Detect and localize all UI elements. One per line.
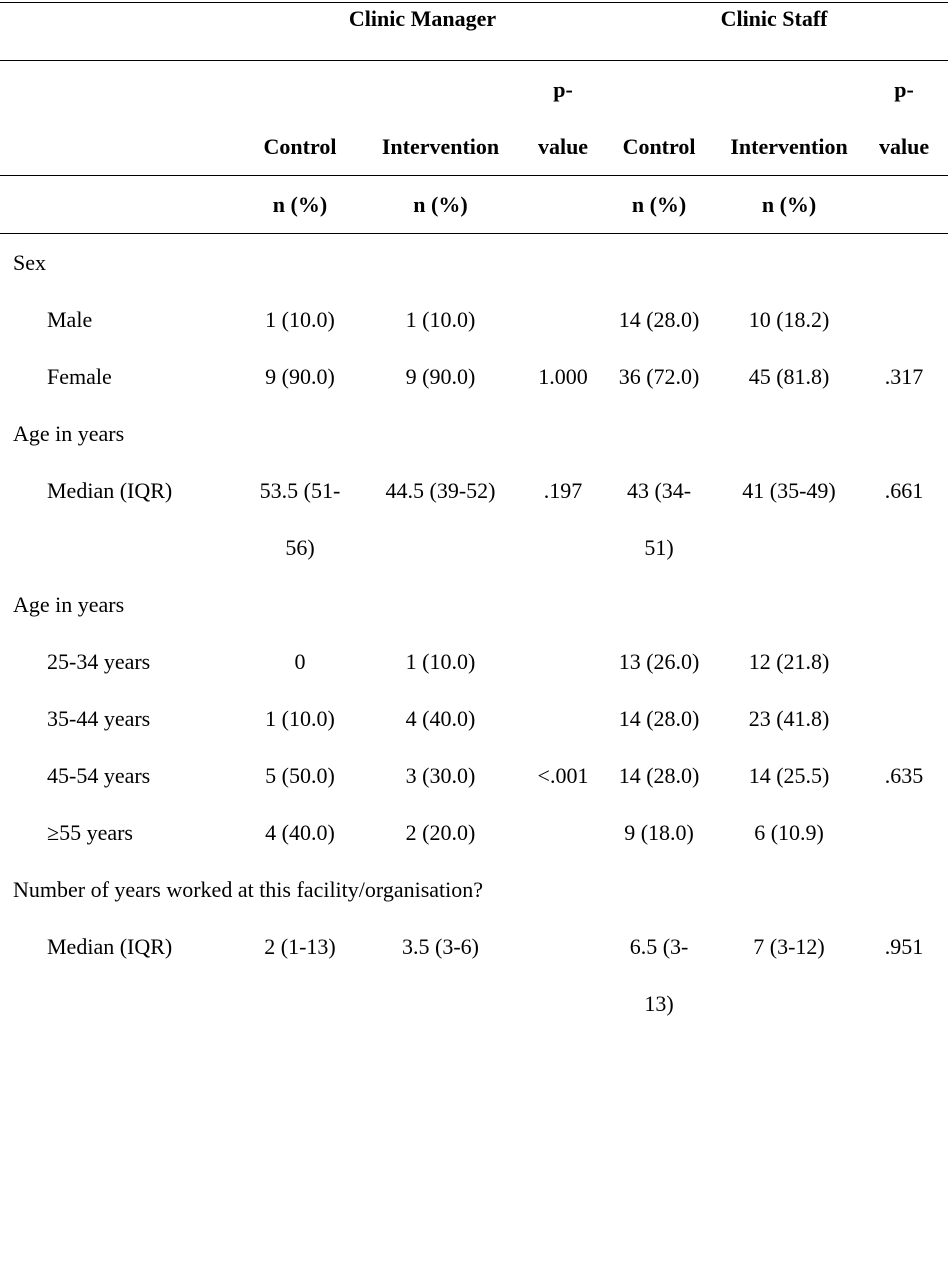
cell-value: 0 — [294, 649, 306, 674]
row-label: 25-34 years — [47, 649, 151, 674]
cell-value: 9 (90.0) — [405, 364, 476, 389]
table-body: Clinic Manager Clinic Staff Control Interve… — [0, 2, 948, 1033]
column-header: Control — [600, 60, 719, 176]
header-group: Clinic Manager — [245, 2, 601, 61]
data-row: Median (IQR) 2 (1-13) 3.5 (3-6) 6.5 (3-13) 7… — [0, 918, 948, 1032]
data-row: 35-44 years 1 (10.0) 4 (40.0) 14 (28.0) 23 (… — [0, 690, 948, 747]
column-header: Intervention — [718, 60, 861, 176]
cell-value: 14 (28.0) — [618, 706, 700, 731]
unit-label: n (%) — [718, 175, 861, 234]
empty-cell — [860, 175, 948, 234]
cell-value: 2 (1-13) — [264, 934, 336, 959]
table: Clinic Manager Clinic Staff Control Interve… — [0, 2, 948, 1032]
data-row: 25-34 years 0 1 (10.0) 13 (26.0) 12 (21.8) — [0, 633, 948, 690]
cell-value: 9 (90.0) — [265, 364, 335, 389]
cell-value: 14 (28.0) — [618, 307, 700, 332]
row-label: ≥55 years — [47, 820, 133, 845]
cell-value: 1.000 — [538, 364, 588, 389]
column-header: p-value — [526, 60, 601, 176]
empty-cell — [860, 291, 948, 348]
cell-value: .635 — [884, 763, 924, 788]
cell-value: 1 (10.0) — [265, 706, 335, 731]
section-row: Number of years worked at this facility/… — [0, 861, 948, 918]
unit-label: n (%) — [355, 175, 526, 234]
empty-cell — [860, 690, 948, 747]
cell-value: 14 (25.5) — [748, 763, 830, 788]
row-label: Median (IQR) — [47, 478, 173, 503]
cell-value: 10 (18.2) — [748, 307, 830, 332]
cell-value: 4 (40.0) — [405, 706, 476, 731]
empty-cell — [526, 918, 600, 1032]
cell-value: 1 (10.0) — [405, 307, 476, 332]
column-header: p-value — [860, 60, 948, 176]
row-label: 45-54 years — [47, 763, 151, 788]
empty-cell — [0, 175, 245, 234]
cell-value: 41 (35-49) — [742, 478, 836, 503]
cell-value: 14 (28.0) — [618, 763, 700, 788]
header-group: Clinic Staff — [600, 2, 948, 61]
section-label: Number of years worked at this facility/… — [13, 877, 484, 902]
cell-value: 23 (41.8) — [748, 706, 830, 731]
empty-cell — [526, 804, 600, 861]
data-row: ≥55 years 4 (40.0) 2 (20.0) 9 (18.0) 6 (10.9… — [0, 804, 948, 861]
cell-value: <.001 — [537, 763, 589, 788]
data-row: Median (IQR) 53.5 (51-56) 44.5 (39-52) .197… — [0, 462, 948, 576]
row-label: Female — [47, 364, 112, 389]
empty-cell — [526, 633, 600, 690]
cell-value: 9 (18.0) — [624, 820, 694, 845]
cell-value: 7 (3-12) — [753, 934, 825, 959]
section-row: Age in years — [0, 576, 948, 633]
cell-value: .951 — [884, 934, 924, 959]
unit-label: n (%) — [245, 175, 355, 234]
row-label: Median (IQR) — [47, 934, 173, 959]
unit-label: n (%) — [600, 175, 719, 234]
empty-cell — [860, 633, 948, 690]
cell-value: 12 (21.8) — [748, 649, 830, 674]
data-row: 45-54 years 5 (50.0) 3 (30.0) <.001 14 (28.0… — [0, 747, 948, 804]
section-row: Sex — [0, 234, 948, 292]
section-row: Age in years — [0, 405, 948, 462]
section-label: Age in years — [13, 592, 125, 617]
empty-cell — [526, 291, 600, 348]
column-header: Control — [245, 60, 355, 176]
cell-value: 6 (10.9) — [754, 820, 824, 845]
cell-value: 1 (10.0) — [405, 649, 476, 674]
cell-value: 3 (30.0) — [405, 763, 476, 788]
empty-cell — [526, 690, 600, 747]
cell-value: 53.5 (51-56) — [259, 478, 341, 560]
cell-value: 13 (26.0) — [618, 649, 700, 674]
cell-value: .197 — [543, 478, 583, 503]
data-row: Male 1 (10.0) 1 (10.0) 14 (28.0) 10 (18.2) — [0, 291, 948, 348]
cell-value: .661 — [884, 478, 924, 503]
cell-value: 45 (81.8) — [748, 364, 830, 389]
empty-cell — [526, 175, 601, 234]
cell-value: 1 (10.0) — [265, 307, 335, 332]
section-label: Age in years — [13, 421, 125, 446]
empty-cell — [0, 2, 245, 61]
cell-value: .317 — [884, 364, 924, 389]
row-label: 35-44 years — [47, 706, 151, 731]
empty-cell — [860, 804, 948, 861]
section-label: Sex — [13, 250, 46, 275]
cell-value: 5 (50.0) — [265, 763, 335, 788]
cell-value: 44.5 (39-52) — [385, 478, 496, 503]
units-row: n (%) n (%) n (%) n (%) — [0, 175, 948, 234]
cell-value: 43 (34-51) — [626, 478, 692, 560]
header-group-row: Clinic Manager Clinic Staff — [0, 2, 948, 61]
empty-cell — [0, 60, 245, 176]
cell-value: 6.5 (3-13) — [629, 934, 689, 1016]
row-label: Male — [47, 307, 93, 332]
column-header: Intervention — [355, 60, 526, 176]
cell-value: 36 (72.0) — [618, 364, 700, 389]
cell-value: 4 (40.0) — [265, 820, 335, 845]
column-header-row: Control Intervention p-value Control Interve… — [0, 60, 948, 176]
cell-value: 2 (20.0) — [405, 820, 476, 845]
cell-value: 3.5 (3-6) — [402, 934, 479, 959]
data-row: Female 9 (90.0) 9 (90.0) 1.000 36 (72.0) 45 (… — [0, 348, 948, 405]
